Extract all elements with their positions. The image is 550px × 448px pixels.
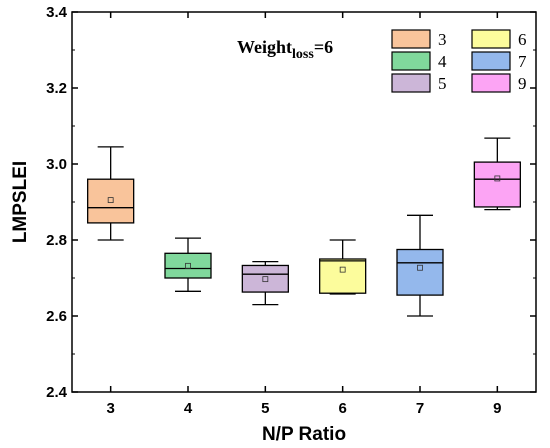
legend-item-4: 4 xyxy=(391,51,447,71)
x-tick-label: 6 xyxy=(338,400,346,417)
legend-item-5: 5 xyxy=(391,73,447,93)
legend: 3 4 5 6 7 9 xyxy=(391,29,527,93)
legend-swatch xyxy=(391,73,431,93)
weight-loss-annotation: Weightloss=6 xyxy=(237,37,333,62)
legend-swatch xyxy=(471,29,511,49)
legend-swatch xyxy=(391,29,431,49)
y-axis-title: LMPSLEI xyxy=(10,161,31,243)
x-tick-label: 5 xyxy=(261,400,269,417)
box-5 xyxy=(241,261,289,306)
mean-marker xyxy=(417,264,423,271)
legend-item-7: 7 xyxy=(471,51,527,71)
legend-label: 7 xyxy=(518,52,527,71)
x-axis: 3 4 5 6 7 9 xyxy=(106,12,502,417)
y-tick-label: 3.2 xyxy=(46,80,67,97)
legend-item-6: 6 xyxy=(471,29,527,49)
x-tick-label: 9 xyxy=(493,400,501,417)
iqr-box xyxy=(87,178,135,224)
box-9 xyxy=(473,137,521,211)
legend-label: 6 xyxy=(518,30,527,49)
x-tick-label: 3 xyxy=(106,400,114,417)
legend-swatch xyxy=(471,73,511,93)
legend-label: 9 xyxy=(518,74,527,93)
annotation-suffix: =6 xyxy=(314,37,333,57)
y-tick-label: 2.6 xyxy=(46,308,67,325)
box-7 xyxy=(396,214,444,317)
mean-marker xyxy=(107,197,114,204)
legend-swatch xyxy=(471,51,511,71)
annotation-subscript: loss xyxy=(292,47,314,62)
mean-marker xyxy=(494,175,501,182)
legend-swatch xyxy=(391,51,431,71)
y-tick-label: 3.4 xyxy=(46,4,68,21)
y-tick-label: 2.4 xyxy=(46,384,68,401)
legend-label: 3 xyxy=(438,30,447,49)
x-tick-label: 7 xyxy=(416,400,424,417)
iqr-box xyxy=(396,248,444,296)
legend-item-3: 3 xyxy=(391,29,447,49)
iqr-box xyxy=(241,264,289,293)
mean-marker xyxy=(339,266,346,273)
mean-marker xyxy=(262,276,269,283)
y-tick-label: 2.8 xyxy=(46,232,67,249)
plot-frame xyxy=(71,11,537,393)
y-tick-label: 3.0 xyxy=(46,156,67,173)
x-tick-label: 4 xyxy=(184,400,193,417)
y-axis: 2.4 2.6 2.8 3.0 3.2 3.4 xyxy=(46,4,536,401)
legend-label: 4 xyxy=(438,52,447,71)
legend-label: 5 xyxy=(438,74,447,93)
mean-marker xyxy=(185,262,191,269)
annotation-main: Weight xyxy=(237,37,292,57)
iqr-box xyxy=(319,258,367,294)
iqr-box xyxy=(473,161,521,208)
box-series xyxy=(87,137,521,317)
box-4 xyxy=(164,237,212,292)
iqr-box xyxy=(164,252,212,279)
x-axis-title: N/P Ratio xyxy=(262,424,346,445)
legend-item-9: 9 xyxy=(471,73,527,93)
box-3 xyxy=(87,146,135,241)
box-6 xyxy=(319,239,367,295)
